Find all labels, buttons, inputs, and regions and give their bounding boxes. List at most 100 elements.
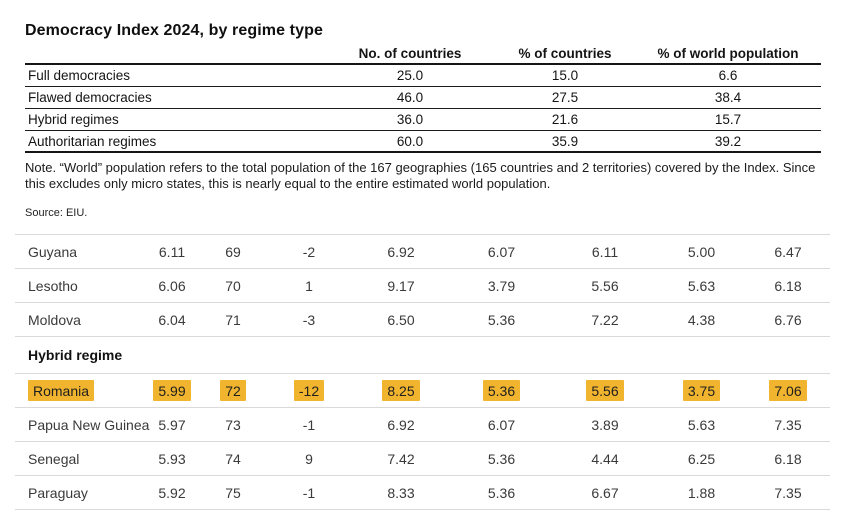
value-cell: 15.7: [714, 112, 742, 127]
score-cell: 6.18: [774, 450, 802, 467]
score-cell: 1: [305, 277, 313, 294]
score-cell: 6.07: [487, 243, 516, 260]
score-cell: 6.92: [387, 243, 415, 260]
score-cell: 6.76: [774, 311, 802, 328]
column-header-no-of-countries: No. of countries: [358, 46, 462, 61]
value-cell: 6.6: [718, 68, 738, 83]
section-heading-label: Hybrid regime: [28, 347, 123, 363]
score-cell: 4.44: [591, 450, 619, 467]
score-cell: 6.67: [591, 484, 619, 501]
highlight-chip: 72: [220, 380, 246, 401]
country-name: Senegal: [28, 450, 80, 467]
table-note: Note. “World” population refers to the t…: [25, 160, 816, 191]
page-title: Democracy Index 2024, by regime type: [25, 22, 323, 39]
score-cell: 71: [225, 311, 241, 328]
regime-label: Flawed democracies: [28, 90, 152, 105]
regime-summary-block: Democracy Index 2024, by regime type No.…: [25, 22, 821, 219]
table-row-highlighted: Romania 5.99 72 -12 8.25 5.36 5.56 3.75 …: [15, 374, 830, 408]
table-row: Guyana 6.11 69 -2 6.92 6.07 6.11 5.00 6.…: [15, 235, 830, 269]
score-cell: 5.56: [591, 277, 619, 294]
highlight-chip: -12: [293, 380, 325, 401]
highlight-chip: 3.75: [682, 380, 721, 401]
score-cell: -12: [266, 380, 352, 401]
value-cell: 21.6: [551, 112, 579, 127]
score-cell: 72: [200, 380, 266, 401]
highlight-chip: 5.56: [586, 380, 624, 401]
highlight-chip: 7.06: [769, 380, 807, 401]
regime-label: Authoritarian regimes: [28, 133, 157, 149]
value-cell: 60.0: [396, 133, 424, 149]
score-cell: 75: [225, 484, 241, 501]
score-cell: 6.11: [158, 243, 186, 260]
regime-summary-table: No. of countries % of countries % of wor…: [25, 44, 821, 153]
column-header-pct-of-countries: % of countries: [518, 46, 612, 61]
score-cell: 5.00: [687, 243, 716, 260]
score-cell: 5.36: [487, 484, 516, 501]
table-row: Hybrid regimes 36.0 21.6 15.7: [25, 109, 821, 131]
score-cell: 6.25: [687, 450, 716, 467]
regime-label: Full democracies: [28, 68, 131, 83]
score-cell: 7.35: [774, 484, 802, 501]
country-name: Paraguay: [28, 484, 88, 501]
value-cell: 35.9: [551, 133, 579, 149]
country-name: Guyana: [28, 243, 78, 260]
score-cell: 5.97: [158, 416, 186, 433]
score-cell: 9: [305, 450, 313, 467]
column-header-pct-world-population: % of world population: [657, 46, 799, 61]
table-row: Moldova 6.04 71 -3 6.50 5.36 7.22 4.38 6…: [15, 303, 830, 337]
score-cell: 8.25: [352, 380, 450, 401]
score-cell: 3.89: [591, 416, 619, 433]
score-cell: 9.17: [387, 277, 415, 294]
table-row: Senegal 5.93 74 9 7.42 5.36 4.44 6.25 6.…: [15, 442, 830, 476]
score-cell: 3.75: [657, 380, 746, 401]
highlight-chip: 5.36: [482, 380, 521, 401]
score-cell: 74: [225, 450, 241, 467]
table-row: Full democracies 25.0 15.0 6.6: [25, 65, 821, 87]
table-row: Lesotho 6.06 70 1 9.17 3.79 5.56 5.63 6.…: [15, 269, 830, 303]
score-cell: -3: [302, 311, 316, 328]
value-cell: 39.2: [714, 133, 742, 149]
score-cell: 6.18: [774, 277, 802, 294]
table-header-row: No. of countries % of countries % of wor…: [25, 44, 821, 65]
score-cell: 73: [225, 416, 241, 433]
score-cell: 7.35: [774, 416, 802, 433]
score-cell: 6.04: [158, 311, 186, 328]
score-cell: 5.36: [450, 380, 553, 401]
country-name: Lesotho: [28, 277, 78, 294]
score-cell: -2: [302, 243, 316, 260]
value-cell: 38.4: [714, 90, 742, 105]
highlight-chip: Romania: [28, 380, 95, 401]
score-cell: -1: [302, 484, 316, 501]
score-cell: 69: [225, 243, 241, 260]
score-cell: 3.79: [487, 277, 516, 294]
table-row: Flawed democracies 46.0 27.5 38.4: [25, 87, 821, 109]
score-cell: 5.93: [158, 450, 186, 467]
country-name: Papua New Guinea: [28, 416, 150, 433]
score-cell: 1.88: [687, 484, 716, 501]
score-cell: 5.92: [158, 484, 186, 501]
country-name: Moldova: [28, 311, 81, 328]
score-cell: 6.07: [487, 416, 516, 433]
value-cell: 36.0: [396, 112, 424, 127]
score-cell: 6.11: [591, 243, 619, 260]
score-cell: 6.47: [774, 243, 802, 260]
score-cell: 5.36: [487, 311, 516, 328]
source-line: Source: EIU.: [25, 207, 88, 219]
table-row: Papua New Guinea 5.97 73 -1 6.92 6.07 3.…: [15, 408, 830, 442]
score-cell: -1: [302, 416, 316, 433]
regime-label: Hybrid regimes: [28, 112, 119, 127]
score-cell: 5.36: [487, 450, 516, 467]
score-cell: 6.92: [387, 416, 415, 433]
highlight-chip: 5.99: [153, 380, 191, 401]
table-row: Paraguay 5.92 75 -1 8.33 5.36 6.67 1.88 …: [15, 476, 830, 510]
table-row: Authoritarian regimes 60.0 35.9 39.2: [25, 131, 821, 153]
score-cell: 5.99: [144, 380, 200, 401]
value-cell: 46.0: [396, 90, 424, 105]
score-cell: 6.50: [387, 311, 415, 328]
score-cell: 7.22: [591, 311, 619, 328]
score-cell: 4.38: [687, 311, 716, 328]
score-cell: 6.06: [158, 277, 186, 294]
country-name: Romania: [15, 380, 144, 401]
score-cell: 7.06: [746, 380, 830, 401]
score-cell: 5.63: [687, 277, 716, 294]
